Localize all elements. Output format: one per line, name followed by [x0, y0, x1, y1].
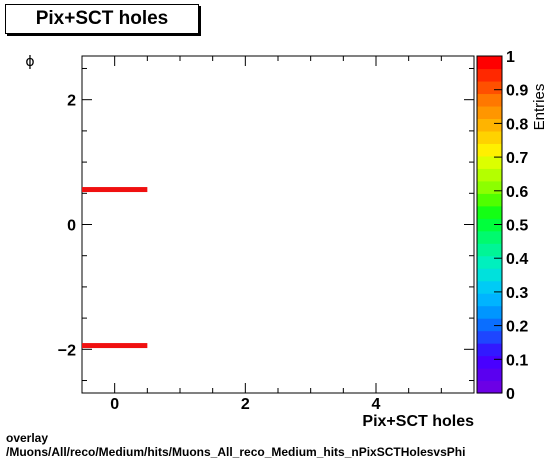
plot-frame — [81, 55, 475, 394]
colorbar-segment — [477, 105, 502, 120]
y-axis-label: ϕ — [25, 54, 34, 70]
colorbar-segment — [477, 293, 502, 307]
colorbar-segment — [477, 218, 502, 232]
colorbar-segment — [477, 330, 502, 344]
colorbar-segment — [477, 56, 502, 70]
x-axis-label: Pix+SCT holes — [362, 413, 474, 430]
colorbar-segment — [477, 305, 502, 319]
colorbar-segment — [477, 280, 502, 294]
colorbar-segment — [477, 243, 502, 257]
footer-path: /Muons/All/reco/Medium/hits/Muons_All_re… — [6, 445, 466, 459]
chart-title: Pix+SCT holes — [5, 4, 199, 34]
colorbar-tick-label: 0.1 — [506, 352, 528, 369]
colorbar-segment — [477, 93, 502, 107]
colorbar-segment — [477, 168, 502, 182]
colorbar-segment — [477, 343, 502, 357]
colorbar-segment — [477, 318, 502, 332]
colorbar-segment — [477, 268, 502, 282]
colorbar-tick-label: 0.2 — [506, 319, 528, 336]
y-tick-label: 0 — [67, 218, 76, 235]
colorbar-segment — [477, 130, 502, 144]
colorbar-segment — [477, 205, 502, 219]
y-tick-label: 2 — [67, 93, 76, 110]
colorbar-segment — [477, 230, 502, 244]
heatmap-cell-1 — [82, 343, 148, 349]
colorbar-tick-label: 0.5 — [506, 218, 528, 235]
colorbar-tick-label: 0.9 — [506, 83, 528, 100]
colorbar-segment — [477, 80, 502, 95]
colorbar-tick-label: 0.6 — [506, 184, 528, 201]
colorbar-segment — [477, 180, 502, 194]
colorbar-segment — [477, 380, 502, 394]
colorbar-tick-label: 0.7 — [506, 150, 528, 167]
colorbar-tick-label: 0.4 — [506, 251, 528, 268]
y-tick-label: −2 — [58, 342, 76, 359]
z-axis-label: Entries — [531, 84, 546, 131]
x-tick-label: 4 — [372, 396, 381, 413]
colorbar-tick-label: 0.8 — [506, 116, 528, 133]
colorbar-segment — [477, 155, 502, 169]
colorbar-segment — [477, 355, 502, 369]
colorbar-segment — [477, 255, 502, 269]
colorbar-tick-label: 1 — [506, 49, 515, 66]
heatmap-cell-0 — [82, 187, 148, 193]
colorbar-segment — [477, 193, 502, 207]
colorbar-segment — [477, 68, 502, 82]
colorbar-segment — [477, 368, 502, 382]
footer-overlay: overlay — [6, 431, 49, 445]
colorbar-tick-label: 0 — [506, 386, 515, 403]
colorbar-tick-label: 0.3 — [506, 285, 528, 302]
x-tick-label: 0 — [110, 396, 119, 413]
x-tick-label: 2 — [241, 396, 250, 413]
colorbar-segment — [477, 143, 502, 157]
colorbar-segment — [477, 118, 502, 132]
